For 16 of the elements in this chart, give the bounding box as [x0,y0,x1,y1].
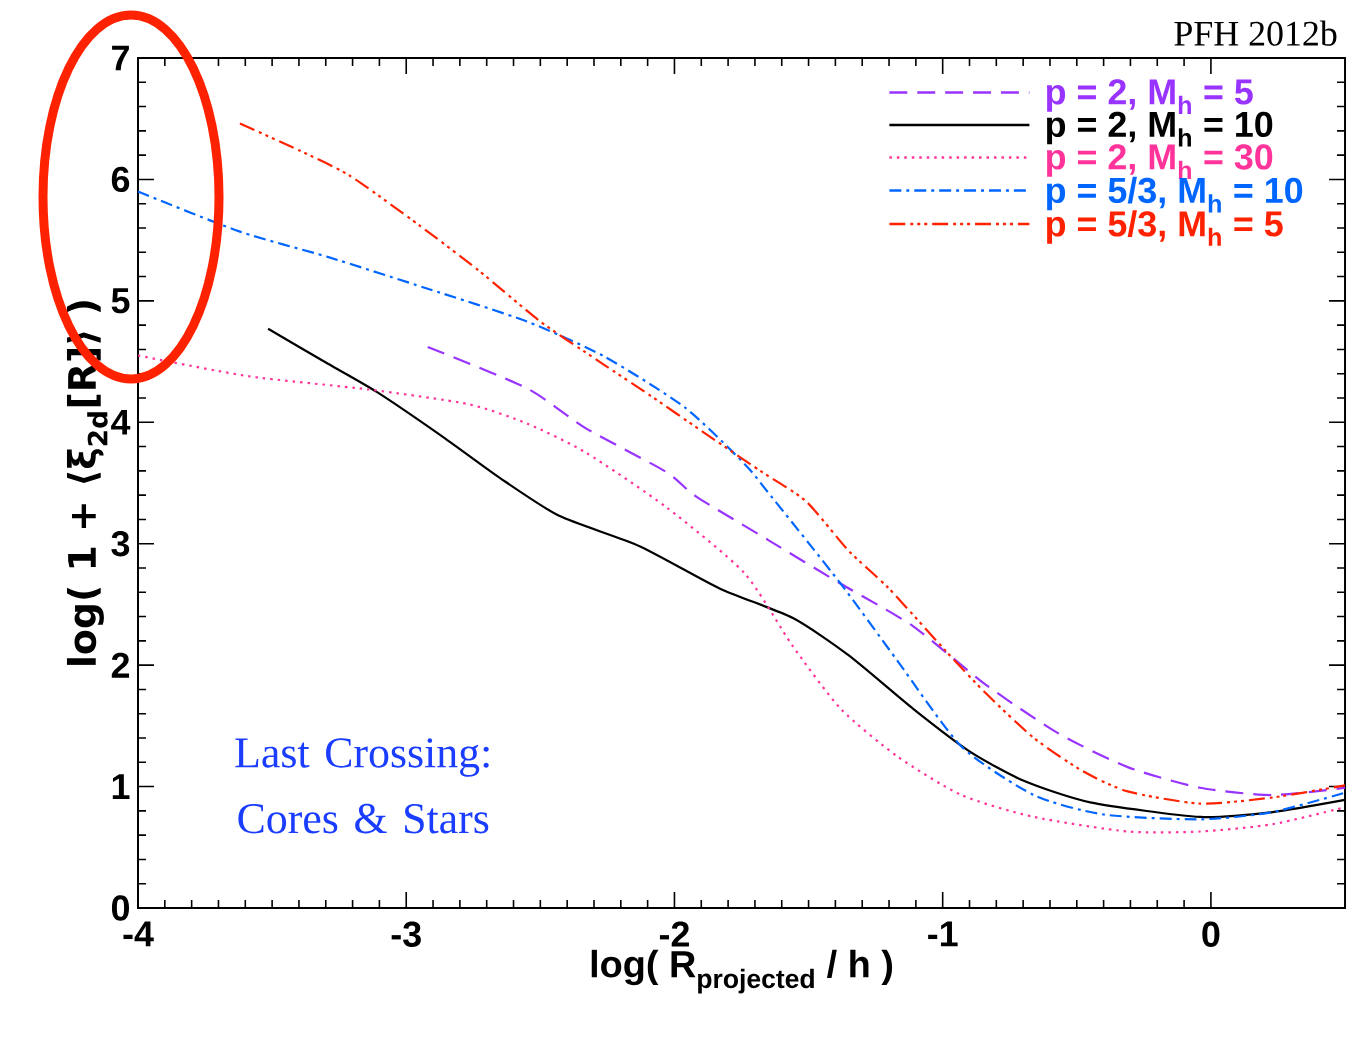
y-tick-label: 4 [111,409,131,435]
y-tick-label: 2 [111,652,130,678]
y-tick-label: 7 [112,45,129,71]
x-tick-label: -1 [928,921,958,947]
x-axis-title: $\text{log( R}_{\text{projected}}\text{ / h )}$ [591,949,893,994]
y-tick-label: 0 [111,895,129,921]
y-tick-label: 1 [112,774,130,799]
x-tick-label: -2 [659,921,689,947]
x-tick-label: 0 [1202,921,1220,947]
y-tick-label: 3 [111,531,130,557]
x-tick-label: -4 [123,921,154,947]
x-tick-label: -3 [391,921,421,947]
y-tick-label: 5 [111,288,130,314]
annotation: Last Crossing: Cores & Stars [235,738,489,834]
y-tick-label: 6 [111,166,130,193]
text: PFH 2012b [1174,20,1337,46]
